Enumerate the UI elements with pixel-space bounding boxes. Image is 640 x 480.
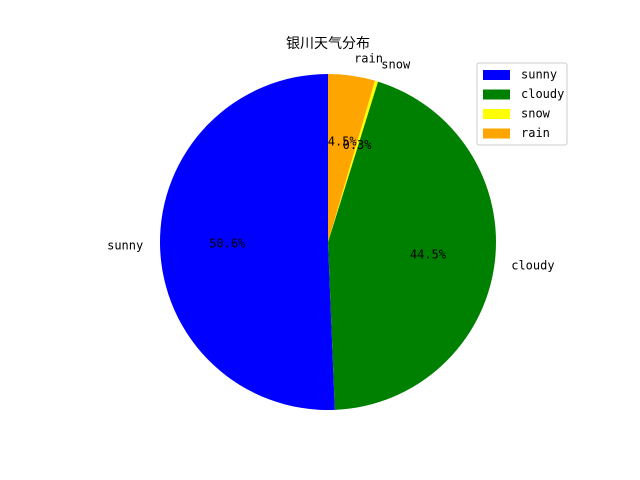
slice-label-cloudy: cloudy (511, 259, 554, 273)
legend-label-sunny: sunny (521, 68, 557, 82)
pie-slice-rain (328, 74, 375, 242)
legend-label-snow: snow (521, 107, 551, 121)
legend: sunny cloudy snow rain (476, 62, 568, 146)
percent-label-rain: 4.5% (328, 135, 358, 149)
legend-label-rain: rain (521, 126, 550, 140)
slice-label-snow: snow (381, 58, 411, 72)
legend-swatch-cloudy (483, 89, 510, 100)
chart-title: 银川天气分布 (286, 36, 370, 52)
percent-label-snow: 0.3% (343, 138, 373, 152)
pie-slice-sunny (159, 74, 335, 411)
slice-labels: sunny 50.6% cloudy 44.5% snow 0.3% rain 4.5% (107, 52, 554, 273)
pie-slice-cloudy (328, 81, 496, 410)
percent-label-cloudy: 44.5% (410, 248, 447, 262)
percent-label-sunny: 50.6% (209, 237, 246, 251)
slice-label-sunny: sunny (107, 238, 143, 252)
legend-swatch-snow (483, 109, 510, 119)
legend-frame (476, 62, 568, 146)
slice-label-rain: rain (354, 52, 383, 66)
pie-slice-snow (328, 80, 378, 242)
legend-swatch-rain (483, 128, 510, 139)
legend-label-cloudy: cloudy (521, 87, 564, 101)
legend-swatch-sunny (483, 70, 510, 80)
pie-slices (159, 74, 496, 411)
